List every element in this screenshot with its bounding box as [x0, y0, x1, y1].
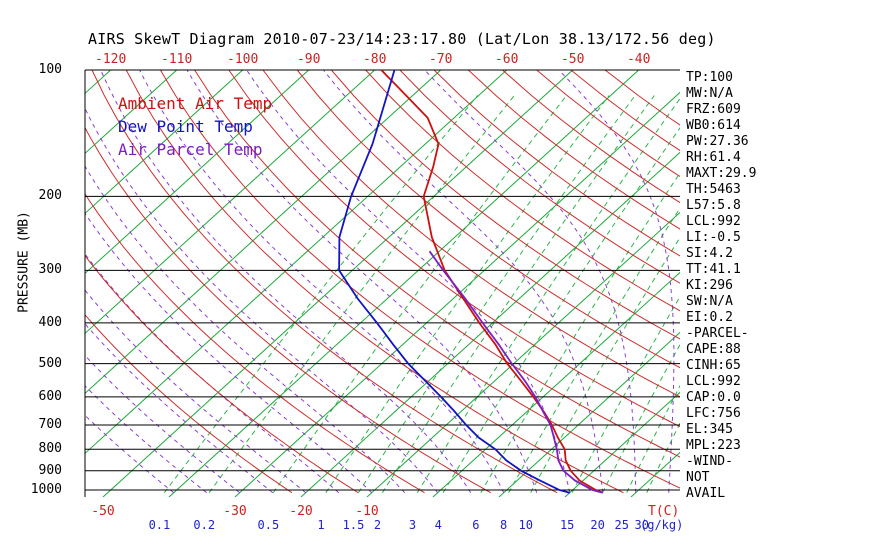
top-axis-label: -50 [560, 52, 585, 67]
mixing-ratio-label: 15 [559, 518, 575, 532]
stat-line: MW:N/A [686, 86, 733, 101]
mixing-ratio-label: 0.5 [257, 518, 280, 532]
top-axis-label: -80 [362, 52, 387, 67]
top-axis-label: -40 [626, 52, 651, 67]
mixing-ratio-label: 25 [614, 518, 629, 532]
mixing-ratio-label: 3 [408, 518, 417, 532]
mixing-ratio-label: 8 [500, 518, 508, 532]
stat-line: -WIND- [686, 454, 733, 469]
pressure-tick-label: 600 [38, 388, 62, 404]
bottom-temp-label: -50 [91, 504, 115, 519]
stat-line: RH:61.4 [686, 150, 741, 165]
mixing-ratio-label: 30 [634, 518, 649, 532]
top-axis-label: -110 [161, 52, 193, 67]
stat-line: WB0:614 [686, 118, 741, 133]
mixing-ratio-label: 0.1 [148, 518, 171, 532]
pressure-tick-label: 400 [38, 314, 62, 330]
stat-line: TT:41.1 [686, 262, 741, 277]
stat-line: SW:N/A [686, 294, 733, 309]
top-axis-label: -70 [428, 52, 453, 67]
stat-line: PW:27.36 [686, 134, 749, 149]
mixing-ratio-label: 6 [472, 518, 480, 532]
pressure-tick-label: 700 [38, 416, 62, 432]
sounding-stats-panel: TP:100 MW:N/A FRZ:609 WB0:614 PW:27.36 RH:61.… [686, 70, 756, 502]
temperature-unit-label: T(C) [648, 504, 680, 519]
stat-line: LCL:992 [686, 374, 741, 389]
stat-line: LFC:756 [686, 406, 741, 421]
chart-title: AIRS SkewT Diagram 2010-07-23/14:23:17.8… [88, 30, 716, 48]
bottom-temp-label: -30 [223, 504, 247, 519]
stat-line: TP:100 [686, 70, 733, 85]
stat-line: CAPE:88 [686, 342, 741, 357]
bottom-temp-label: -10 [355, 504, 379, 519]
stat-line: TH:5463 [686, 182, 741, 197]
mixing-ratio-label: 1 [317, 518, 325, 532]
pressure-tick-label: 500 [38, 355, 62, 371]
legend: Ambient Air Temp Dew Point Temp Air Parc… [118, 92, 272, 161]
pressure-tick-label: 200 [38, 188, 62, 204]
mixing-ratio-label: 4 [434, 518, 442, 532]
pressure-tick-label: 300 [38, 262, 62, 278]
top-axis-label: -120 [95, 52, 127, 67]
stat-line: EL:345 [686, 422, 733, 437]
stat-line: -PARCEL- [686, 326, 749, 341]
legend-dew-point-temp: Dew Point Temp [118, 117, 253, 136]
top-axis-label: -60 [494, 52, 519, 67]
pressure-tick-label: 900 [38, 462, 62, 478]
pressure-tick-label: 1000 [30, 482, 62, 497]
stat-line: L57:5.8 [686, 198, 741, 213]
mixing-ratio-label: 10 [518, 518, 533, 532]
stat-line: NOT [686, 470, 710, 485]
mixing-ratio-label: 0.2 [193, 518, 216, 532]
series-air-parcel-temp [428, 250, 603, 494]
mixing-ratio-label: 1.5 [342, 518, 365, 532]
stat-line: EI:0.2 [686, 310, 733, 325]
stat-line: KI:296 [686, 278, 733, 293]
stat-line: CAP:0.0 [686, 390, 741, 405]
stat-line: MAXT:29.9 [686, 166, 757, 181]
top-axis-label: -100 [227, 52, 259, 67]
pressure-tick-label: 100 [38, 62, 62, 77]
stat-line: LI:-0.5 [686, 230, 741, 245]
mixing-ratio-label: 20 [590, 518, 605, 532]
series-dew-point-temp [338, 70, 570, 494]
pressure-tick-label: 800 [38, 441, 62, 457]
bottom-temp-label: -20 [289, 504, 313, 519]
mixing-ratio-unit-label: (g/kg) [640, 518, 684, 532]
top-axis-label: -90 [296, 52, 321, 67]
series-ambient-air-temp [380, 70, 604, 494]
legend-ambient-air-temp: Ambient Air Temp [118, 94, 273, 113]
sounding-curves [338, 70, 604, 494]
stat-line: AVAIL [686, 486, 726, 501]
stat-line: SI:4.2 [686, 246, 733, 261]
stat-line: CINH:65 [686, 358, 741, 373]
mixing-ratio-label: 2 [373, 518, 382, 532]
stat-line: FRZ:609 [686, 102, 741, 117]
legend-air-parcel-temp: Air Parcel Temp [118, 140, 263, 159]
stat-line: LCL:992 [686, 214, 741, 229]
stat-line: MPL:223 [686, 438, 741, 453]
